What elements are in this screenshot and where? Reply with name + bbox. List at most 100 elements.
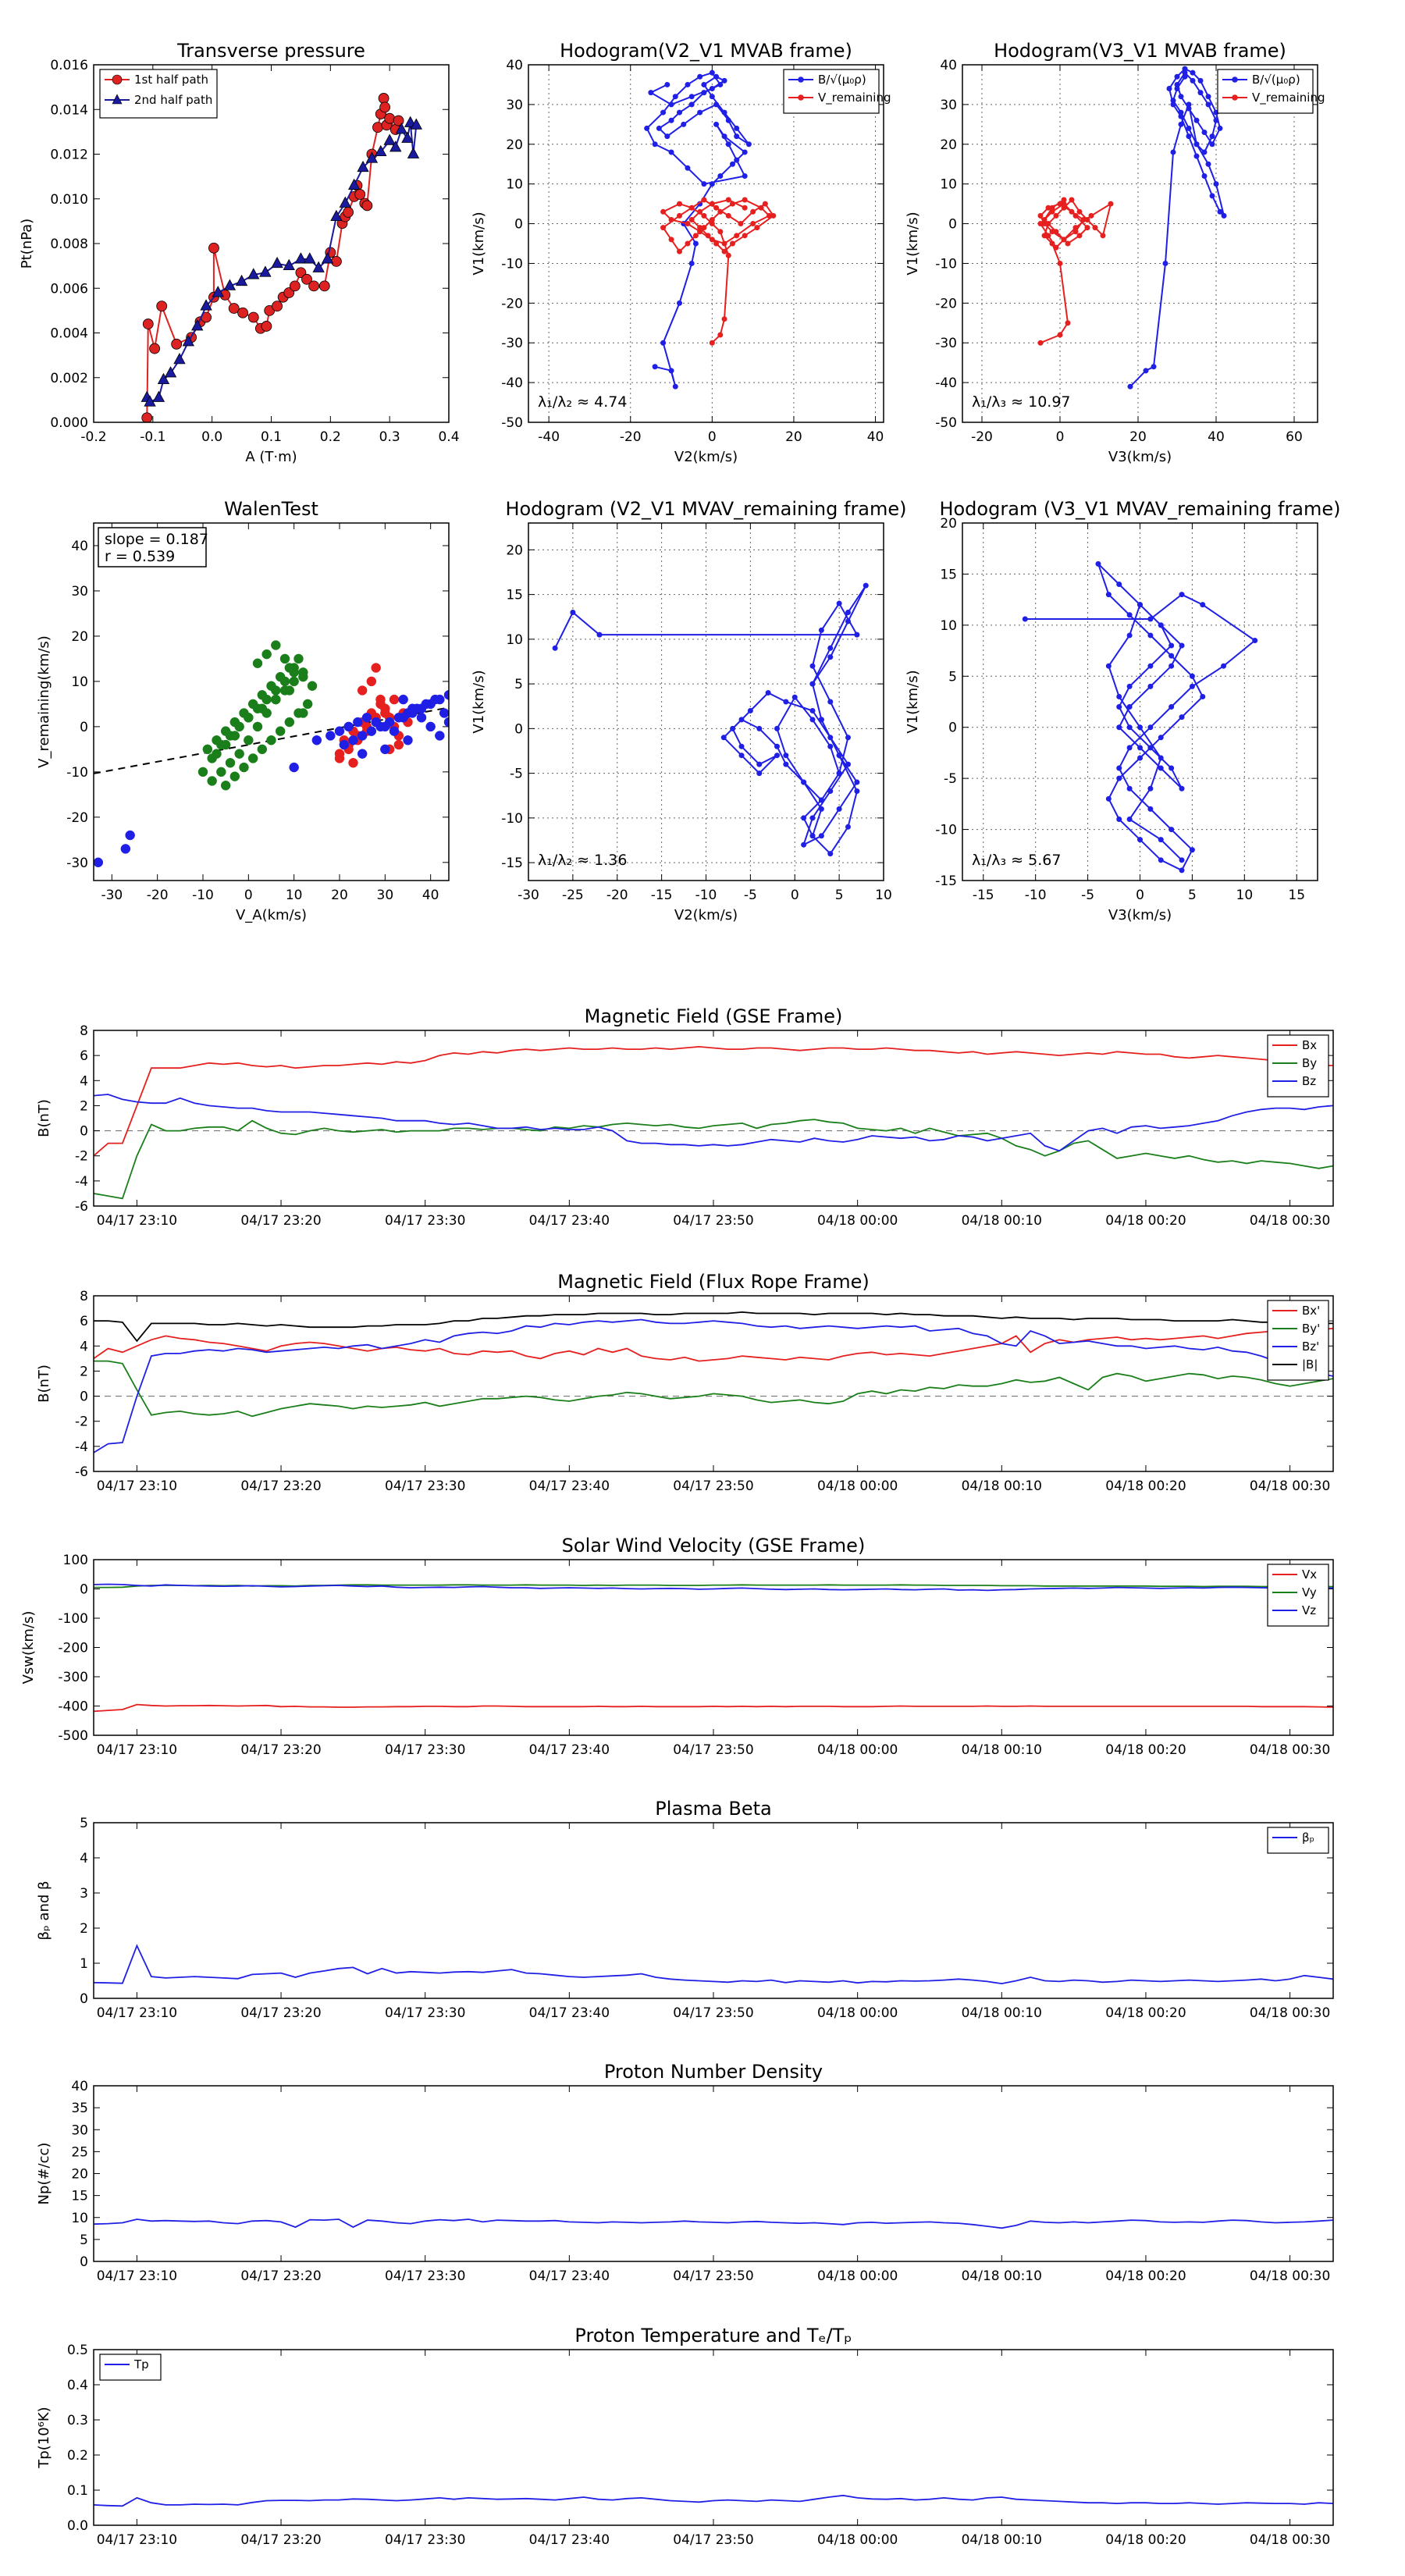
axes-frame <box>93 1295 1334 1472</box>
data-point <box>334 726 345 736</box>
x-tick-label: 04/18 00:20 <box>1105 2005 1186 2021</box>
data-point <box>1137 724 1143 731</box>
x-tick-label: 04/17 23:20 <box>240 1213 321 1229</box>
x-axis-label: V2(km/s) <box>674 907 738 923</box>
data-point <box>380 744 390 755</box>
y-tick-label: 4 <box>80 1073 88 1089</box>
x-tick-label: 04/17 23:30 <box>385 1213 465 1229</box>
y-tick-label: 8 <box>80 1289 88 1304</box>
y-tick-label: 0 <box>514 217 523 233</box>
chart-title: Proton Number Density <box>604 2061 823 2083</box>
data-point <box>783 761 789 767</box>
data-point <box>407 147 420 158</box>
data-point <box>756 770 763 777</box>
data-point <box>293 653 304 664</box>
legend-label: Tp <box>133 2357 149 2371</box>
data-point <box>1193 141 1200 148</box>
data-point <box>783 753 789 759</box>
y-tick-label: -30 <box>935 336 957 351</box>
data-point <box>1037 340 1044 346</box>
data-point <box>357 160 369 173</box>
x-tick-label: -30 <box>101 888 123 903</box>
data-point <box>334 753 345 763</box>
x-tick-label: 04/18 00:30 <box>1250 1478 1330 1494</box>
data-point <box>271 640 281 650</box>
y-axis-label: B(nT) <box>36 1364 52 1403</box>
x-tick-label: 04/18 00:10 <box>962 2005 1042 2021</box>
data-point <box>439 708 449 718</box>
data-point <box>713 101 720 108</box>
data-point <box>1049 240 1055 247</box>
data-point <box>225 758 236 768</box>
ratio-annotation: λ₁/λ₃ ≈ 5.67 <box>972 852 1061 869</box>
y-tick-label: 0 <box>80 1124 88 1140</box>
data-point <box>1205 101 1211 108</box>
data-point <box>1221 663 1227 669</box>
data-point <box>730 725 736 731</box>
data-point <box>709 86 715 92</box>
data-point <box>1137 755 1143 761</box>
data-point <box>1170 101 1176 108</box>
data-point <box>1201 130 1208 136</box>
data-point <box>827 743 834 749</box>
data-point <box>791 694 798 700</box>
x-tick-label: 0.0 <box>201 429 222 445</box>
data-point <box>596 632 603 638</box>
data-point <box>347 178 361 190</box>
legend-label: Bz' <box>1302 1340 1319 1354</box>
data-point <box>416 713 427 723</box>
x-tick-label: 04/18 00:20 <box>1105 1478 1186 1494</box>
x-axis-label: V3(km/s) <box>1108 449 1172 465</box>
legend-marker <box>798 76 804 83</box>
y-axis-label: V1(km/s) <box>471 670 487 733</box>
data-point <box>1158 857 1164 863</box>
y-tick-label: -20 <box>66 810 88 826</box>
y-tick-label: -100 <box>58 1611 88 1627</box>
x-tick-label: 04/17 23:50 <box>673 1742 753 1758</box>
data-point <box>289 280 301 292</box>
x-tick-label: 40 <box>1208 429 1225 445</box>
data-point <box>1126 704 1133 710</box>
data-point <box>1126 816 1133 822</box>
data-point <box>701 81 707 87</box>
legend: B/√(μ₀ρ) V_remaining <box>783 69 891 114</box>
chart-title: Magnetic Field (Flux Rope Frame) <box>557 1271 869 1293</box>
axes-frame <box>528 64 884 423</box>
data-point <box>1168 642 1175 649</box>
data-point <box>648 90 654 96</box>
axes-frame <box>93 2085 1334 2262</box>
data-point <box>809 707 816 713</box>
data-point <box>688 216 695 222</box>
data-point <box>304 252 316 264</box>
legend-marker <box>112 94 123 105</box>
data-point <box>742 173 748 179</box>
data-point <box>425 721 436 732</box>
plot-area <box>644 69 777 390</box>
y-tick-label: 40 <box>506 58 523 73</box>
data-point <box>330 209 343 222</box>
x-tick-label: 04/17 23:10 <box>97 1478 177 1494</box>
x-tick-label: 04/17 23:40 <box>529 1742 610 1758</box>
data-point <box>1178 94 1184 100</box>
data-point <box>750 208 756 215</box>
data-point <box>1221 212 1227 219</box>
x-tick-label: -20 <box>620 429 642 445</box>
data-point <box>1168 704 1175 710</box>
axes-frame <box>962 64 1318 423</box>
plot-area <box>94 1045 1333 1200</box>
data-point <box>688 94 695 100</box>
x-tick-label: 04/17 23:40 <box>529 1478 610 1494</box>
legend-label: V_remaining <box>818 91 891 105</box>
x-tick-label: 04/18 00:00 <box>817 2268 898 2284</box>
x-tick-label: 04/17 23:30 <box>385 1478 465 1494</box>
x-tick-label: 04/17 23:10 <box>97 2532 177 2548</box>
y-tick-label: -5 <box>510 767 523 782</box>
data-point <box>389 726 400 736</box>
legend-label: V_remaining <box>1252 91 1325 105</box>
x-tick-label: 0 <box>708 429 717 445</box>
data-point <box>398 694 408 705</box>
legend-marker <box>112 74 123 85</box>
data-point <box>289 762 299 773</box>
data-point <box>677 300 683 306</box>
legend-box <box>1267 1034 1329 1098</box>
